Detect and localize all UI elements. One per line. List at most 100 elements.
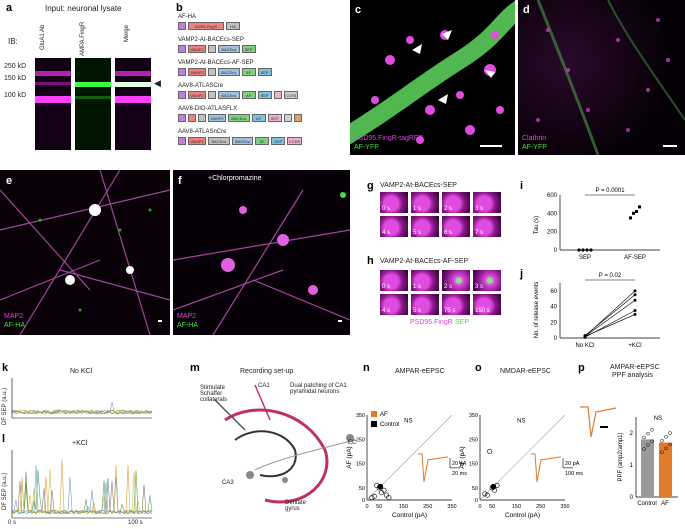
panel-g-label: g	[367, 180, 374, 192]
data-point-afsep	[632, 211, 635, 215]
data-point-kcl	[633, 293, 637, 297]
data-point	[484, 492, 490, 498]
blot-lane-1	[35, 58, 71, 150]
construct-block: SEP	[257, 68, 272, 76]
y-tick-label: 400	[547, 211, 558, 217]
construct-block: SEP	[271, 137, 286, 145]
construct-block	[293, 114, 302, 122]
panel-a-title: Input: neuronal lysate	[45, 4, 122, 13]
bar-point	[660, 438, 664, 443]
example-trace	[531, 453, 562, 482]
x-tick-label: 0	[478, 504, 481, 510]
annotation-ca1: CA1	[258, 383, 270, 389]
time-tile: 2 s	[442, 192, 470, 213]
time-tile-label: 5 s	[413, 230, 422, 236]
y-tick-label: 40	[550, 305, 557, 311]
category-label: +KCl	[628, 343, 641, 349]
pair-line	[584, 300, 636, 337]
y-axis-label: No. of release events	[534, 282, 540, 339]
data-point	[487, 448, 493, 454]
data-point-kcl	[633, 309, 637, 312]
time-tile: 2 s	[442, 270, 470, 291]
legend-f-2: AF-HA	[177, 322, 198, 329]
y-tick-label: 250	[356, 437, 365, 443]
blot-lane-2	[75, 58, 111, 150]
panel-l-label: l	[2, 433, 6, 445]
chart-p: 0 1 2 PPF (amp2/amp1) Control AF NS	[580, 406, 678, 507]
legend-control: Control	[380, 422, 399, 428]
construct-block: AMPA.FingR	[188, 22, 224, 30]
data-point	[381, 487, 387, 493]
y-tick-label: 1	[630, 463, 634, 469]
legend-d-1: Clathrin	[522, 135, 547, 142]
y-axis-label: Tau (s)	[534, 216, 540, 234]
panel-a-ib: IB:	[8, 37, 18, 46]
scale-x-label: 20 ms	[452, 471, 467, 477]
scale-bar-e	[158, 320, 162, 322]
construct-block	[178, 22, 186, 30]
construct-block: AF	[255, 137, 270, 145]
trace-line	[11, 409, 153, 415]
panel-j-label: j	[520, 268, 524, 280]
construct-block: AF	[251, 114, 266, 122]
y-axis-label: AF (pA)	[346, 446, 353, 468]
construct-block: SEP	[257, 91, 272, 99]
panel-a-lane-3: Merge	[124, 24, 130, 42]
dendrite-image	[350, 0, 515, 145]
construct-block	[178, 91, 186, 99]
data-point	[383, 492, 389, 498]
time-tile: 3 s	[473, 270, 501, 291]
construct-block	[178, 68, 186, 76]
panel-l-xtick-1: 100 s	[128, 520, 143, 526]
panel-n-title: AMPAR-eEPSC	[395, 368, 445, 375]
data-point	[371, 493, 377, 499]
category-label: No KCl	[575, 343, 594, 349]
h-tile-grid: 0 s 1 s 2 s 3 s 4 s 5 s 75 s 150 s	[380, 270, 505, 316]
data-point	[369, 495, 375, 501]
y-tick-label: 600	[547, 193, 558, 199]
blot-lane-3	[115, 58, 151, 150]
annotation-ec: EC	[348, 440, 357, 446]
x-tick-label: 250	[423, 504, 432, 510]
panel-m-title: Recording set-up	[240, 368, 294, 375]
legend-c-2: AF-YFP	[354, 144, 379, 151]
data-point-afsep	[629, 216, 632, 220]
construct-block: BACEcs	[218, 68, 240, 76]
construct-block: BACEcs	[218, 91, 240, 99]
category-label: Control	[637, 501, 656, 507]
construct-block: SEP	[267, 114, 282, 122]
ns-label: NS	[517, 418, 525, 424]
trace-l	[11, 450, 153, 519]
trace-line	[11, 409, 153, 415]
panel-k-title: No KCl	[70, 368, 93, 375]
trace-line	[11, 469, 153, 515]
y-tick-label: 50	[359, 486, 365, 492]
construct-block	[208, 45, 216, 53]
category-label: SEP	[579, 255, 591, 261]
scale-bar-d	[663, 145, 677, 147]
data-point	[482, 491, 488, 497]
chart-o: 00 50 50 150 150 250 250 350 350 Control (pA) AF (…	[459, 413, 583, 519]
construct-block: BACEcs	[218, 45, 240, 53]
bar-point	[646, 431, 650, 436]
legend-af: AF	[380, 412, 388, 418]
y-tick-label: 0	[475, 498, 478, 504]
construct-block	[178, 45, 186, 53]
map2-image-e	[0, 170, 170, 335]
y-tick-label: 350	[356, 413, 365, 419]
bar-point	[650, 439, 654, 444]
panel-f-label: f	[178, 175, 182, 187]
arrowhead-icon: ◀	[154, 78, 161, 88]
x-tick-label: 350	[447, 504, 456, 510]
data-point	[386, 495, 392, 501]
category-label: AF-SEP	[624, 255, 646, 261]
legend-f-1: MAP2	[177, 313, 197, 320]
y-tick-label: 350	[469, 413, 478, 419]
construct-block	[273, 91, 282, 99]
time-tile: 75 s	[442, 294, 470, 315]
panel-k-label: k	[2, 362, 9, 374]
bar	[659, 442, 672, 497]
construct-block: VAMP2	[188, 91, 206, 99]
time-tile-label: 2 s	[444, 284, 453, 290]
data-point-sep	[581, 248, 585, 252]
